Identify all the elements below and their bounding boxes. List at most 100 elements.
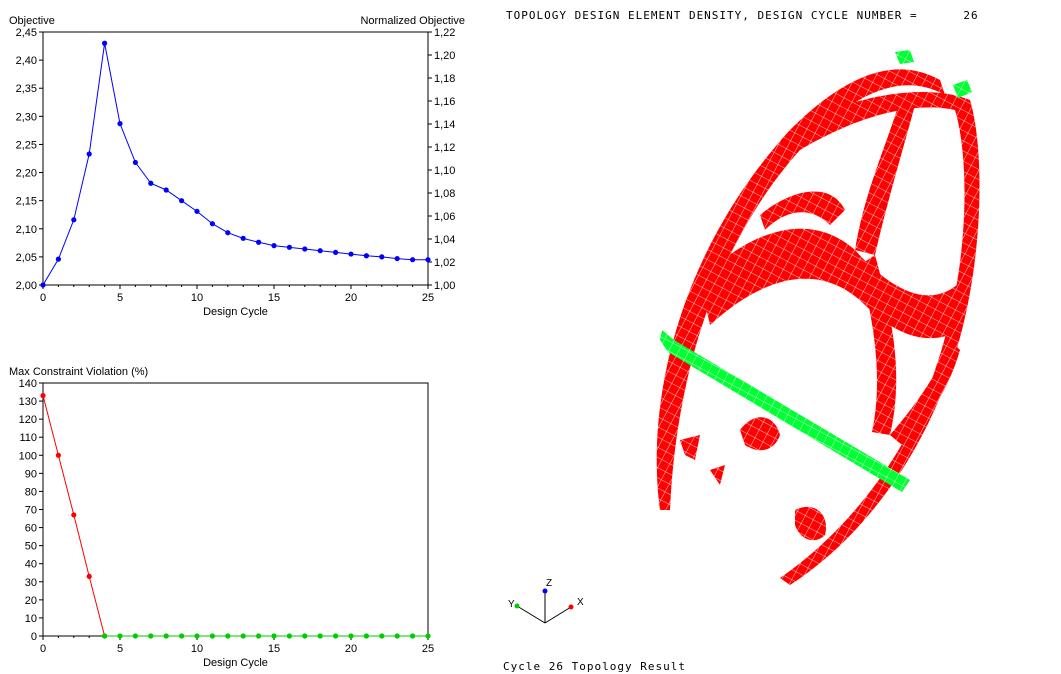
y2-tick-label: 1,22 [434, 27, 455, 39]
data-point [179, 633, 185, 639]
y-tick-label: 70 [25, 505, 37, 517]
y-tick-label: 60 [25, 523, 37, 535]
data-point [163, 633, 169, 639]
y-axis-label: Y [508, 599, 515, 610]
y-tick-label: 20 [25, 595, 37, 607]
data-point [425, 633, 431, 639]
data-point [363, 253, 369, 259]
y2-tick-label: 1,02 [434, 257, 455, 269]
data-point [71, 217, 77, 223]
x-axis-label: X [577, 597, 584, 608]
data-point [71, 512, 77, 518]
data-point [225, 230, 231, 236]
data-point [302, 246, 308, 252]
data-point [102, 633, 108, 639]
x-tick-label: 0 [40, 292, 46, 304]
data-point [194, 633, 200, 639]
data-point [148, 180, 154, 186]
data-point [333, 249, 339, 255]
y2-tick-label: 1,06 [434, 211, 455, 223]
x-tick-label: 25 [422, 643, 434, 655]
y-tick-label: 2,10 [16, 224, 37, 236]
y2-tick-label: 1,14 [434, 119, 455, 131]
y-tick-label: 50 [25, 541, 37, 553]
y-tick-label: 40 [25, 559, 37, 571]
x-tick-label: 10 [191, 292, 203, 304]
constraint-violation-chart: 0 10 20 30 40 50 60 70 80 90 100 110 120 130 140 0 5 10 15… [9, 366, 434, 669]
data-point [40, 393, 46, 399]
y-tick-label: 100 [19, 450, 37, 462]
z-axis-label: Z [546, 578, 552, 589]
y-tick-label: 110 [19, 432, 37, 444]
x-tick-label: 15 [268, 643, 280, 655]
y-tick-label: 2,15 [16, 196, 37, 208]
y-tick-label: 90 [25, 468, 37, 480]
plot-frame [42, 382, 429, 637]
data-point [209, 633, 215, 639]
x-tick-label: 25 [422, 292, 434, 304]
y-axis-marker [514, 603, 520, 609]
y-tick-label: 2,45 [16, 27, 37, 39]
y2-tick-label: 1,04 [434, 234, 455, 246]
data-point [425, 257, 431, 263]
data-point [256, 633, 262, 639]
data-point [363, 633, 369, 639]
data-point [102, 40, 108, 46]
mesh-lines [855, 100, 915, 255]
y-tick-label: 2,40 [16, 55, 37, 67]
y-tick-label: 120 [19, 414, 37, 426]
y-tick-label: 2,25 [16, 139, 37, 151]
data-point [271, 633, 277, 639]
x-tick-label: 0 [40, 643, 46, 655]
y-axis-label: Objective [9, 15, 55, 27]
mesh-lines [710, 465, 725, 485]
y-tick-label: 2,05 [16, 252, 37, 264]
data-point [209, 221, 215, 227]
topology-mesh [656, 50, 980, 585]
mesh-lines [780, 91, 980, 585]
y-tick-label: 2,20 [16, 168, 37, 180]
y-tick-label: 80 [25, 486, 37, 498]
data-point [317, 633, 323, 639]
topology-solid-region [656, 69, 980, 585]
data-point [86, 573, 92, 579]
data-point [286, 633, 292, 639]
y-tick-label: 0 [31, 631, 37, 643]
mesh-lines [660, 330, 910, 492]
x-axis-marker [568, 604, 574, 610]
data-point [317, 248, 323, 254]
mesh-lines [740, 417, 780, 451]
x-tick-label: 5 [117, 292, 123, 304]
data-point [333, 633, 339, 639]
data-point [179, 198, 185, 204]
data-point [302, 633, 308, 639]
y2-tick-label: 1,20 [434, 50, 455, 62]
data-point [379, 254, 385, 260]
data-point [379, 633, 385, 639]
y2-tick-label: 1,18 [434, 73, 455, 85]
mesh-lines [760, 191, 845, 230]
data-point [132, 633, 138, 639]
plot-frame [42, 31, 429, 286]
data-point [348, 633, 354, 639]
x-axis-label: Design Cycle [203, 657, 268, 669]
data-point [117, 121, 123, 127]
data-point [86, 151, 92, 157]
data-point [40, 282, 46, 288]
objective-chart: 2,00 2,05 2,10 2,15 2,20 2,25 2,30 2,35 2,40 2,45… [9, 15, 465, 318]
data-point [256, 239, 262, 245]
data-point [286, 244, 292, 250]
topology-caption: Cycle 26 Topology Result [503, 660, 686, 673]
x-tick-label: 20 [345, 643, 357, 655]
y2-tick-label: 1,10 [434, 165, 455, 177]
mesh-lines [890, 340, 960, 445]
axis-triad: Z X Y [508, 578, 584, 624]
y2-tick-label: 1,08 [434, 188, 455, 200]
data-point [225, 633, 231, 639]
x-tick-label: 10 [191, 643, 203, 655]
data-point [394, 633, 400, 639]
y-tick-label: 30 [25, 577, 37, 589]
y2-axis-label: Normalized Objective [360, 15, 465, 27]
mesh-lines [953, 80, 972, 98]
data-point [394, 255, 400, 262]
